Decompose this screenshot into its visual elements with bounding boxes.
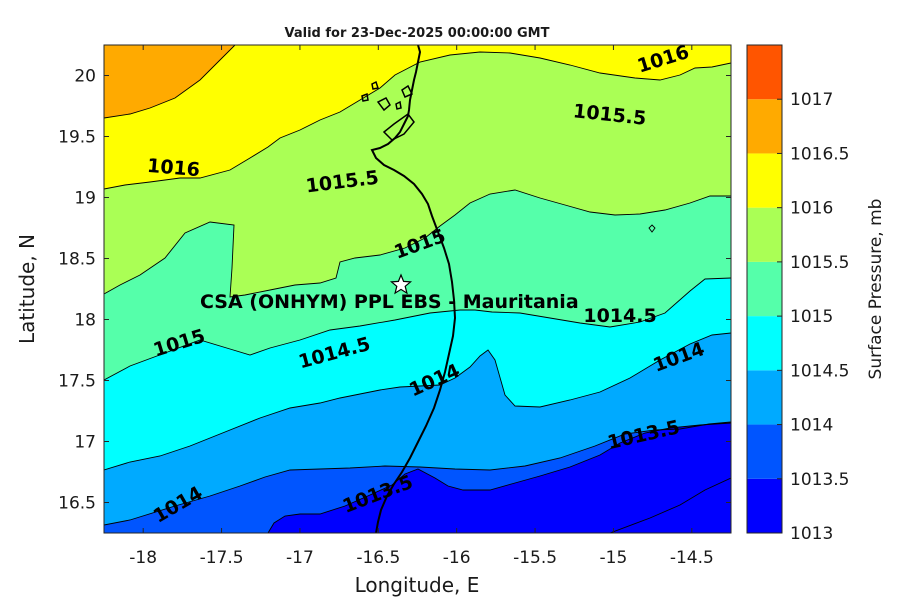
site-marker: CSA (ONHYM) PPL EBS - Mauritania — [200, 273, 579, 313]
island-4 — [361, 92, 369, 102]
colorbar-swatch — [747, 370, 782, 425]
plot-frame — [103, 44, 732, 534]
x-tick-label: -14.5 — [670, 548, 714, 568]
band-1013-1013-5-southeast — [610, 478, 731, 533]
colorbar: 1017 1016.5 1016 1015.5 1015 1014.5 1014 1013.5… — [746, 44, 849, 544]
contour-1014-5 — [104, 332, 731, 471]
contour-small-closed — [648, 224, 656, 233]
colorbar-tick-label: 1014.5 — [790, 361, 849, 381]
colorbar-title: Surface Pressure, mb — [866, 199, 886, 380]
coastline — [361, 45, 457, 533]
colorbar-swatch — [747, 261, 782, 317]
colorbar-swatch — [747, 45, 782, 100]
y-tick-label: 17.5 — [58, 372, 96, 392]
island-6 — [395, 100, 402, 110]
colorbar-tick-label: 1013.5 — [790, 470, 849, 490]
x-tick-label: -17 — [286, 548, 314, 568]
x-tick-label: -15 — [600, 548, 628, 568]
island-1 — [382, 112, 415, 141]
contour-1015 — [104, 277, 731, 381]
map-title: Valid for 23-Dec-2025 00:00:00 GMT — [285, 26, 550, 41]
colorbar-swatch — [747, 316, 782, 371]
colorbar-swatch — [747, 478, 782, 533]
colorbar-swatch — [747, 207, 782, 262]
contour-1016 — [104, 51, 731, 190]
y-tick-label: 19 — [74, 189, 96, 209]
contour-1016-5 — [104, 45, 236, 119]
y-axis-title: Latitude, N — [15, 234, 39, 344]
x-axis-title: Longitude, E — [355, 573, 480, 597]
island-2 — [376, 97, 391, 112]
colorbar-tick-label: 1014 — [790, 416, 833, 436]
island-5 — [371, 80, 379, 90]
y-tick-label: 20 — [74, 67, 96, 87]
contour-1015-5 — [104, 189, 731, 298]
x-tick-label: -17.5 — [200, 548, 244, 568]
y-tick-label: 16.5 — [58, 494, 96, 514]
colorbar-tick-label: 1016 — [790, 199, 833, 219]
x-tick-label: -15.5 — [513, 548, 557, 568]
colorbar-tick-label: 1016.5 — [790, 144, 849, 164]
colorbar-swatch — [747, 153, 782, 208]
contour-label: 1014.5 — [583, 305, 656, 327]
y-tick-label: 18 — [74, 311, 96, 331]
colorbar-swatch — [747, 99, 782, 154]
band-1016-5-1017 — [104, 45, 235, 118]
colorbar-tick-label: 1017 — [790, 90, 833, 110]
contour-1013-5-southeast — [609, 477, 731, 533]
y-tick-label: 17 — [74, 433, 96, 453]
y-tick-label: 18.5 — [58, 250, 96, 270]
site-label: CSA (ONHYM) PPL EBS - Mauritania — [200, 291, 579, 313]
x-axis: -18 -17.5 -17 -16.5 -16 -15.5 -15 -14.5 — [129, 45, 714, 568]
x-tick-label: -16 — [443, 548, 471, 568]
contour-1014 — [104, 421, 731, 526]
coastline-path — [370, 45, 457, 533]
colorbar-tick-label: 1015 — [790, 307, 833, 327]
colorbar-frame — [746, 44, 783, 534]
contour-label: 1016 — [146, 155, 201, 182]
band-1016-1016-5 — [104, 45, 731, 189]
colorbar-tick-label: 1015.5 — [790, 253, 849, 273]
contour-1013-5 — [267, 422, 731, 533]
island-3 — [401, 84, 414, 98]
colorbar-swatch — [747, 424, 782, 479]
x-tick-label: -16.5 — [356, 548, 400, 568]
contour-lines — [104, 45, 731, 533]
colorbar-tick-label: 1013 — [790, 524, 833, 544]
y-tick-label: 19.5 — [58, 128, 96, 148]
star-icon — [389, 273, 413, 295]
x-tick-label: -18 — [129, 548, 157, 568]
y-axis: 20 19.5 19 18.5 18 17.5 17 16.5 — [58, 67, 731, 514]
